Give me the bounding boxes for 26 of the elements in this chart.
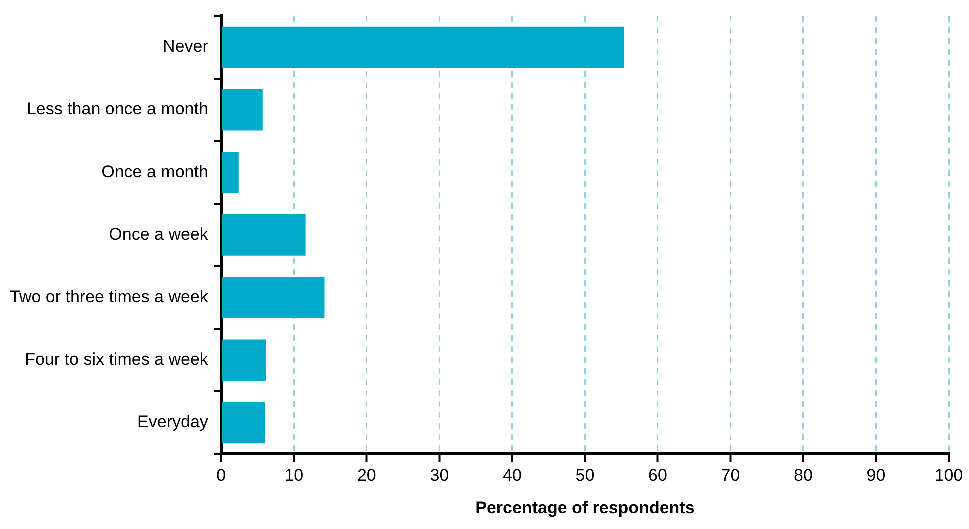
x-tick-label: 60 bbox=[648, 466, 668, 486]
bar bbox=[222, 402, 266, 444]
x-tick-label: 70 bbox=[721, 466, 740, 486]
bar bbox=[222, 214, 306, 256]
x-axis-title: Percentage of respondents bbox=[476, 498, 695, 518]
bar bbox=[222, 277, 325, 318]
y-tick-label: Once a week bbox=[109, 224, 209, 244]
x-tick-label: 30 bbox=[430, 466, 450, 486]
bar bbox=[222, 26, 624, 68]
bar bbox=[222, 152, 239, 194]
x-tick-label: 80 bbox=[794, 466, 813, 486]
y-tick-label: Two or three times a week bbox=[10, 287, 209, 306]
y-tick-label: Less than once a month bbox=[26, 100, 208, 119]
y-tick-label: Everyday bbox=[138, 412, 209, 432]
bar bbox=[222, 340, 267, 381]
bar bbox=[222, 89, 263, 131]
y-tick-label: Four to six times a week bbox=[25, 350, 209, 370]
x-tick-label: 40 bbox=[502, 466, 522, 486]
x-tick-label: 50 bbox=[576, 466, 595, 486]
x-tick-label: 20 bbox=[357, 466, 376, 486]
x-tick-label: 0 bbox=[216, 466, 226, 486]
x-tick-label: 90 bbox=[866, 466, 886, 486]
x-tick-label: 10 bbox=[284, 466, 304, 486]
y-tick-label: Once a month bbox=[102, 162, 208, 182]
x-tick-label: 100 bbox=[934, 466, 964, 486]
y-tick-label: Never bbox=[163, 37, 209, 56]
